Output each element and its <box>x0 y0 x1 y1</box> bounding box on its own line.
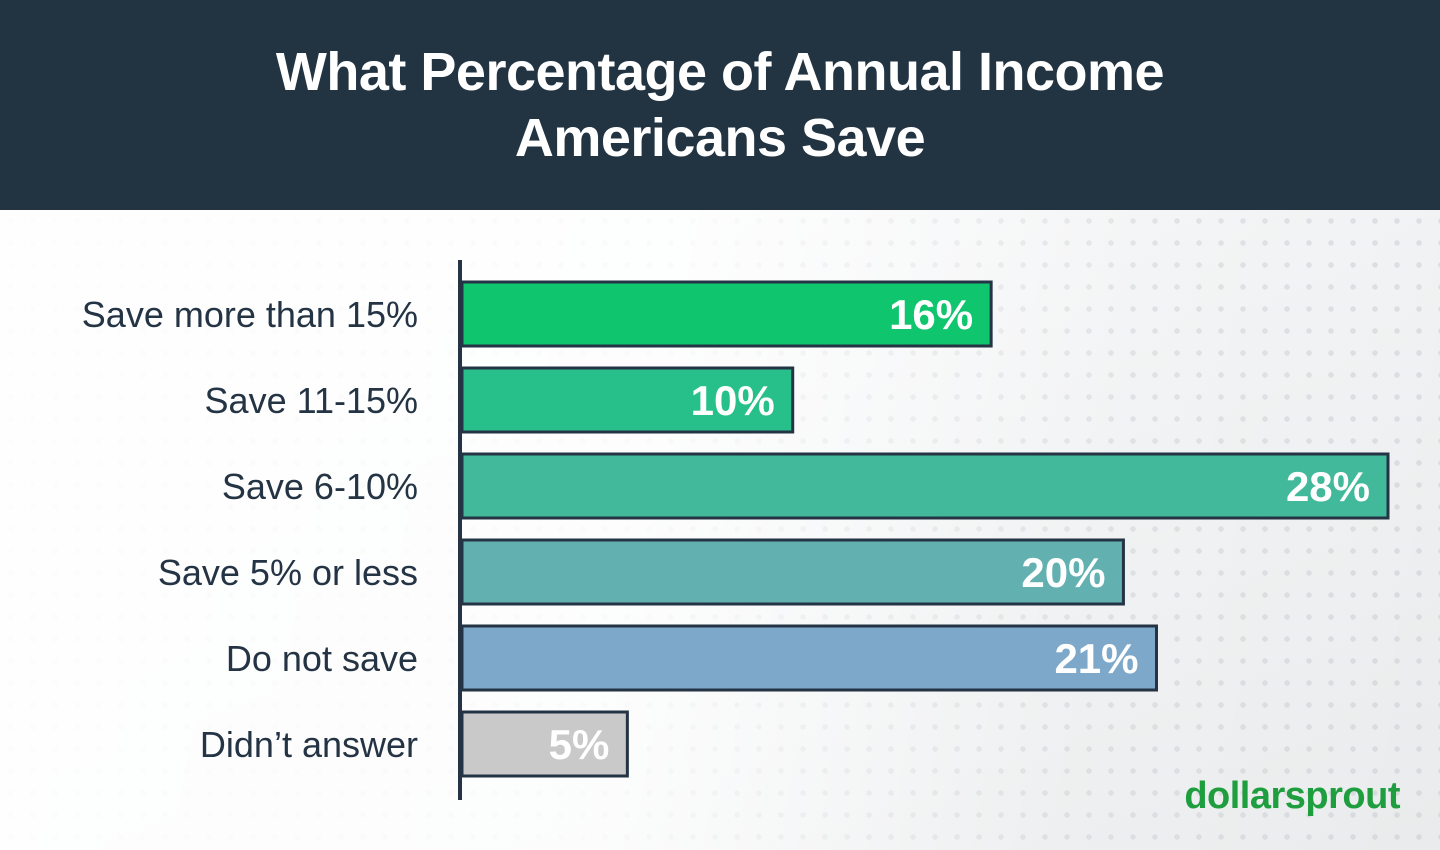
category-label-4: Do not save <box>226 638 418 679</box>
chart-header: What Percentage of Annual Income America… <box>0 0 1440 210</box>
category-label-1: Save 11-15% <box>205 380 418 421</box>
bar-5 <box>460 710 629 778</box>
category-label-3: Save 5% or less <box>158 552 418 593</box>
chart-title-line-1: What Percentage of Annual Income <box>275 42 1165 102</box>
bar-2 <box>460 452 1390 520</box>
value-label-0: 16% <box>889 291 973 338</box>
category-label-2: Save 6-10% <box>222 466 418 507</box>
chart-title-line-2: Americans Save <box>514 108 926 168</box>
value-label-3: 20% <box>1021 549 1105 596</box>
bar-4 <box>460 624 1158 692</box>
value-label-5: 5% <box>549 721 610 768</box>
category-label-0: Save more than 15% <box>82 294 418 335</box>
bar-0 <box>460 280 993 348</box>
dollarsprout-logo: dollarsprout <box>1184 775 1400 817</box>
bar-chart: Save more than 15% 16% Save 11-15% 10% Save … <box>82 260 1390 800</box>
bar-3 <box>460 538 1125 606</box>
value-label-4: 21% <box>1054 635 1138 682</box>
value-label-1: 10% <box>691 377 775 424</box>
category-label-5: Didn’t answer <box>200 724 418 765</box>
bar-1 <box>460 366 795 434</box>
value-label-2: 28% <box>1286 463 1370 510</box>
